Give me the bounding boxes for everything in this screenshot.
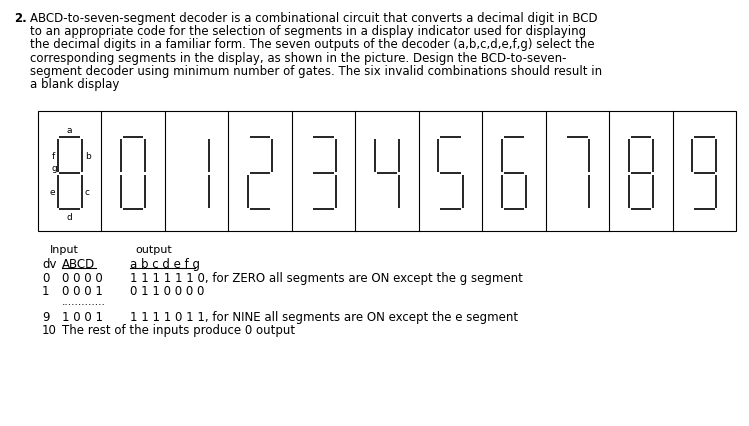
Text: the decimal digits in a familiar form. The seven outputs of the decoder (a,b,c,d: the decimal digits in a familiar form. T…	[30, 38, 595, 51]
Text: ABCD-to-seven-segment decoder is a combinational circuit that converts a decimal: ABCD-to-seven-segment decoder is a combi…	[30, 12, 598, 25]
Text: Input: Input	[50, 245, 79, 254]
Text: 1 1 1 1 0 1 1, for NINE all segments are ON except the e segment: 1 1 1 1 0 1 1, for NINE all segments are…	[130, 310, 518, 323]
Text: e: e	[49, 187, 55, 196]
Text: segment decoder using minimum number of gates. The six invalid combinations shou: segment decoder using minimum number of …	[30, 65, 602, 78]
Text: 1 0 0 1: 1 0 0 1	[62, 310, 103, 323]
Text: to an appropriate code for the selection of segments in a display indicator used: to an appropriate code for the selection…	[30, 25, 586, 38]
Text: ABCD: ABCD	[62, 257, 95, 271]
Text: g: g	[52, 164, 58, 173]
Text: 1: 1	[42, 284, 49, 297]
Text: a blank display: a blank display	[30, 78, 119, 91]
Text: output: output	[135, 245, 172, 254]
Text: b: b	[85, 152, 91, 161]
Text: a b c d e f g: a b c d e f g	[130, 257, 200, 271]
Text: 0 1 1 0 0 0 0: 0 1 1 0 0 0 0	[130, 284, 204, 297]
Text: corresponding segments in the display, as shown in the picture. Design the BCD-t: corresponding segments in the display, a…	[30, 52, 566, 64]
Text: 0 0 0 1: 0 0 0 1	[62, 284, 103, 297]
Text: a: a	[67, 126, 73, 135]
Text: dv: dv	[42, 257, 56, 271]
Text: 2.: 2.	[14, 12, 27, 25]
Text: 9: 9	[42, 310, 49, 323]
Text: 10: 10	[42, 323, 57, 336]
Text: 1 1 1 1 1 1 0, for ZERO all segments are ON except the g segment: 1 1 1 1 1 1 0, for ZERO all segments are…	[130, 271, 523, 284]
Text: 0: 0	[42, 271, 49, 284]
Bar	[38, 112, 736, 231]
Text: .............: .............	[62, 296, 106, 306]
Text: c: c	[85, 187, 90, 196]
Text: f: f	[52, 152, 55, 161]
Text: 0 0 0 0: 0 0 0 0	[62, 271, 103, 284]
Text: The rest of the inputs produce 0 output: The rest of the inputs produce 0 output	[62, 323, 295, 336]
Text: d: d	[67, 213, 73, 222]
